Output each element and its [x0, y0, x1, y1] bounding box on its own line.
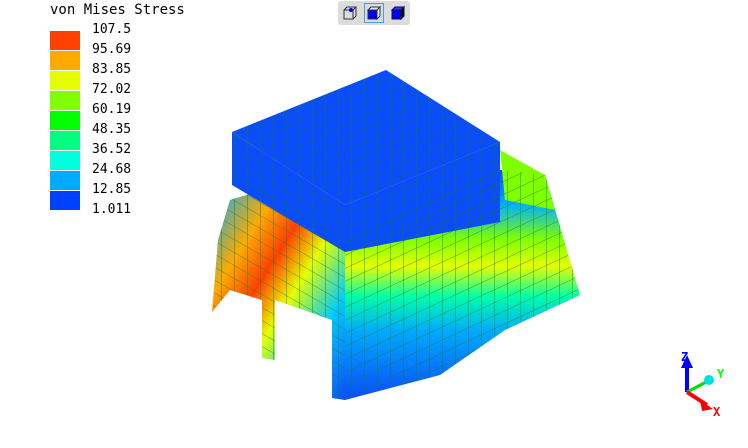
cube-solid-icon — [366, 5, 382, 21]
legend-label: 83.85 — [92, 62, 132, 77]
legend-swatch — [50, 171, 80, 190]
legend-swatch — [50, 191, 80, 210]
point-view-button[interactable] — [340, 3, 360, 23]
legend-label: 1.011 — [92, 202, 132, 217]
legend-title: von Mises Stress — [50, 2, 185, 18]
z-axis-label: Z — [681, 350, 688, 364]
legend-swatch — [50, 131, 80, 150]
legend-label: 95.69 — [92, 42, 132, 57]
legend-label: 36.52 — [92, 142, 132, 157]
mesh-model — [212, 70, 580, 400]
legend-label: 107.5 — [92, 22, 132, 37]
legend-label: 48.35 — [92, 122, 132, 137]
y-axis-arrow — [686, 379, 709, 394]
legend-label: 12.85 — [92, 182, 132, 197]
legend-swatch — [50, 71, 80, 90]
legend-swatch — [50, 151, 80, 170]
view-toolbar — [338, 1, 410, 25]
legend-swatch — [50, 31, 80, 50]
axis-triad: Z Y X — [681, 350, 725, 419]
cube-point-icon — [343, 6, 358, 20]
shaded-view-button[interactable] — [388, 3, 408, 23]
y-axis-label: Y — [717, 367, 725, 381]
legend-swatch — [50, 111, 80, 130]
legend-label: 72.02 — [92, 82, 132, 97]
legend-swatch — [50, 51, 80, 70]
legend-swatch — [50, 91, 80, 110]
legend-label: 24.68 — [92, 162, 132, 177]
solid-view-button[interactable] — [364, 3, 384, 23]
cube-shaded-icon — [390, 5, 406, 21]
x-axis-label: X — [713, 405, 721, 419]
legend-label: 60.19 — [92, 102, 132, 117]
